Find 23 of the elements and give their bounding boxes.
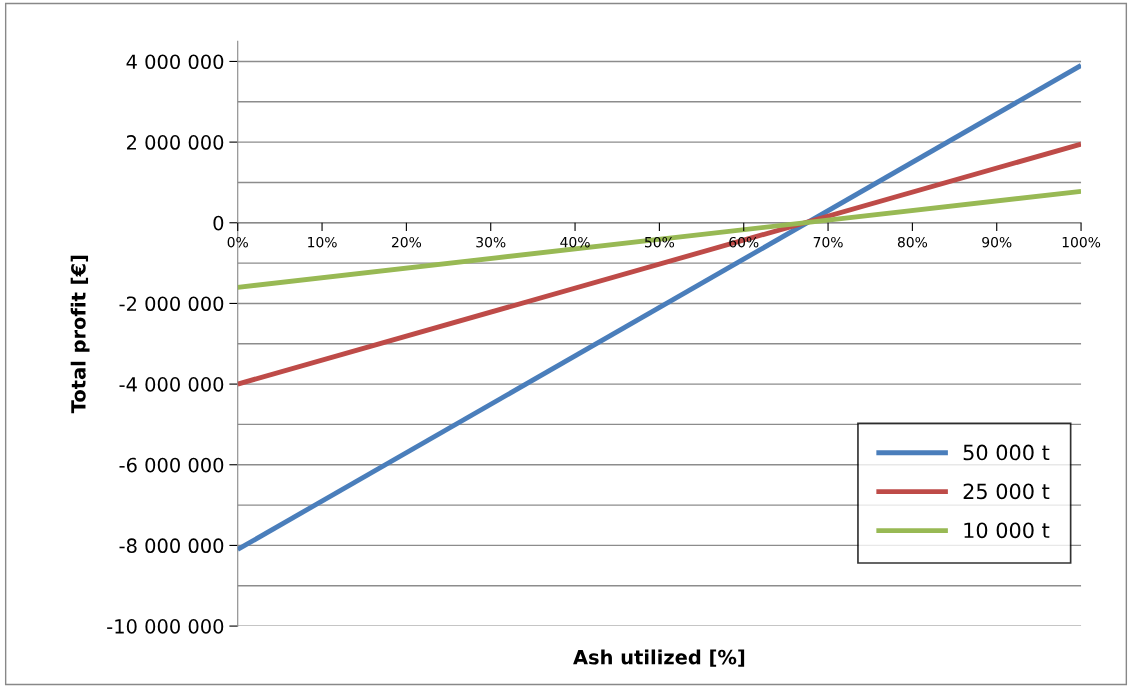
x-tick-label: 0%: [227, 236, 248, 248]
y-tick-label: -2 000 000: [119, 296, 224, 312]
legend-label: 50 000 t: [963, 444, 1050, 461]
x-tick-label: 20%: [391, 236, 422, 248]
y-tick-label: -10 000 000: [107, 619, 224, 634]
y-tick-label: 2 000 000: [126, 135, 224, 150]
y-tick-label: 4 000 000: [126, 54, 224, 70]
y-axis-title: Total profit [€]: [70, 255, 90, 414]
x-tick-label: 10%: [308, 236, 337, 248]
x-tick-label: 80%: [897, 236, 928, 248]
x-tick-label: 90%: [982, 236, 1012, 248]
legend-label: 10 000 t: [964, 522, 1050, 539]
x-tick-label: 100%: [1062, 236, 1101, 248]
y-tick-label: 0: [213, 215, 224, 231]
x-tick-label: 70%: [813, 236, 843, 248]
x-tick-label: 60%: [729, 236, 759, 248]
legend-label: 25 000 t: [963, 483, 1050, 500]
y-tick-label: -4 000 000: [119, 377, 224, 392]
x-tick-label: 40%: [560, 236, 590, 248]
y-tick-label: -6 000 000: [119, 457, 224, 473]
y-tick-label: -8 000 000: [119, 538, 224, 554]
x-axis-title: Ash utilized [%]: [573, 649, 745, 667]
x-tick-label: 30%: [476, 236, 506, 248]
